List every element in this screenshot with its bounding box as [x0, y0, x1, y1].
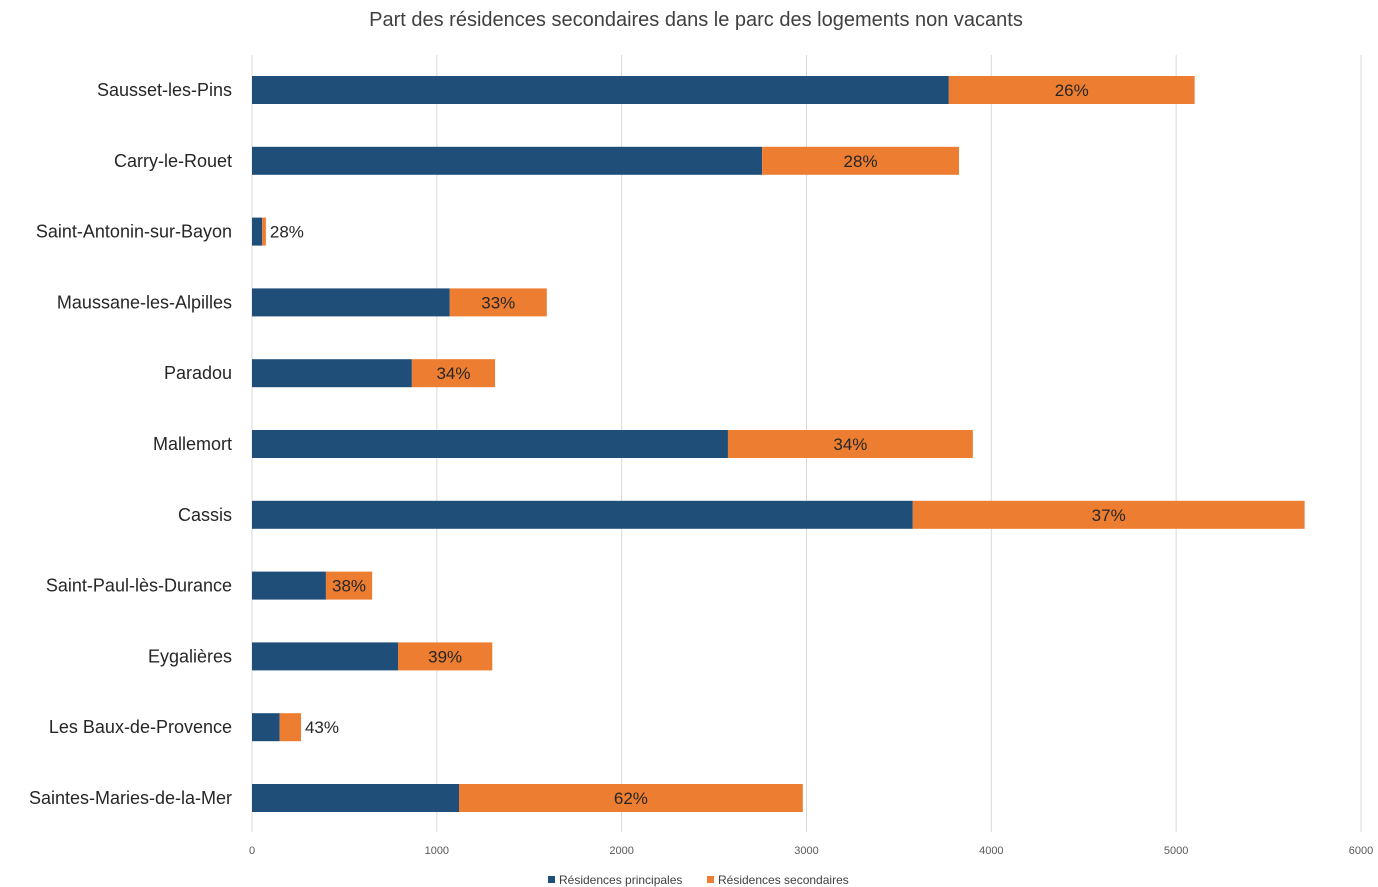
data-label: 37% [1092, 506, 1126, 525]
data-label: 43% [305, 718, 339, 737]
category-label: Sausset-les-Pins [97, 80, 232, 100]
x-tick-label: 4000 [979, 845, 1003, 857]
category-label: Saint-Paul-lès-Durance [46, 576, 232, 596]
legend-label: Résidences principales [559, 873, 682, 887]
x-tick-label: 2000 [609, 845, 633, 857]
bar-residences-principales [252, 571, 326, 600]
bar-residences-secondaires [459, 784, 803, 812]
legend-swatch [548, 876, 555, 883]
category-label: Mallemort [153, 434, 232, 454]
data-label: 34% [436, 364, 470, 383]
category-label: Carry-le-Rouet [114, 151, 232, 171]
legend-label: Résidences secondaires [718, 873, 849, 887]
chart-title: Part des résidences secondaires dans le … [369, 9, 1023, 31]
legend: Résidences principales Résidences seconda… [548, 873, 849, 887]
bar-residences-principales [252, 713, 280, 742]
data-label: 26% [1055, 81, 1089, 100]
bar-residences-principales [252, 288, 450, 317]
labels: 0 1000 2000 3000 4000 5000 6000 Sausset-les-Pin… [29, 80, 1373, 857]
bar-residences-principales [252, 642, 399, 671]
data-label: 38% [332, 577, 366, 596]
category-label: Les Baux-de-Provence [49, 717, 232, 737]
bar-residences-secondaires [449, 288, 547, 317]
category-label: Cassis [178, 505, 232, 525]
bar-residences-principales [252, 430, 728, 458]
bar-residences-principales [252, 217, 263, 246]
bar-residences-principales [252, 500, 913, 529]
category-label: Saintes-Maries-de-la-Mer [29, 788, 232, 808]
bar-residences-principales [252, 146, 763, 175]
data-label: 28% [270, 223, 304, 242]
data-label: 39% [428, 647, 462, 666]
x-tick-label: 0 [249, 845, 255, 857]
bar-residences-secondaires [398, 642, 493, 671]
category-label: Saint-Antonin-sur-Bayon [36, 222, 232, 242]
category-label: Maussane-les-Alpilles [57, 292, 232, 312]
bar-residences-secondaires [411, 359, 496, 388]
data-label: 62% [614, 789, 648, 808]
x-tick-label: 1000 [425, 845, 449, 857]
legend-swatch [707, 876, 714, 883]
x-tick-label: 6000 [1349, 845, 1373, 857]
bar-residences-secondaires [325, 571, 373, 600]
bar-residences-secondaires [727, 430, 973, 458]
data-label: 33% [481, 293, 515, 312]
x-tick-label: 5000 [1164, 845, 1188, 857]
category-label: Paradou [164, 363, 232, 383]
bar-residences-principales [252, 359, 412, 388]
x-tick-label: 3000 [794, 845, 818, 857]
data-label: 34% [833, 435, 867, 454]
bar-residences-secondaires [948, 76, 1195, 104]
category-label: Eygalières [148, 646, 232, 666]
bar-residences-secondaires [279, 713, 301, 742]
bar-residences-secondaires [762, 146, 959, 175]
bar-residences-principales [252, 76, 949, 104]
bar-residences-secondaires [262, 217, 266, 246]
bars [252, 76, 1305, 812]
bar-residences-secondaires [912, 500, 1305, 529]
bar-residences-principales [252, 784, 460, 812]
data-label: 28% [844, 152, 878, 171]
